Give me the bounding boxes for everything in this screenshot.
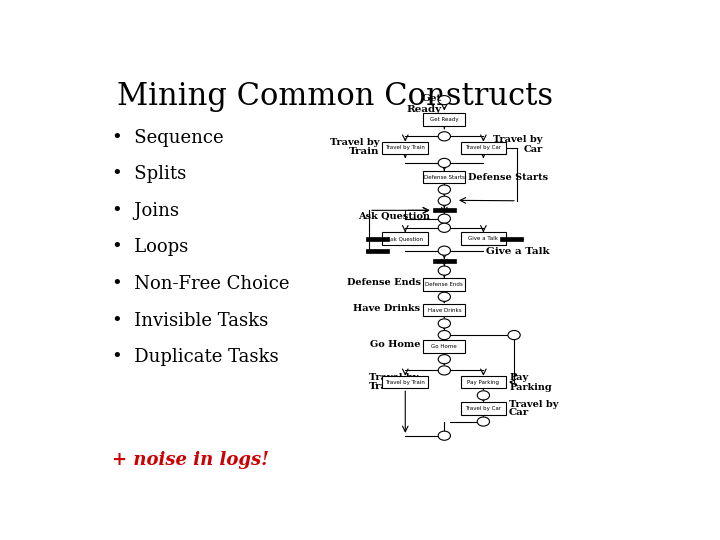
Text: Go Home: Go Home: [370, 340, 420, 349]
FancyBboxPatch shape: [423, 278, 465, 291]
Text: Pay Parking: Pay Parking: [467, 380, 500, 384]
Circle shape: [508, 330, 521, 340]
FancyBboxPatch shape: [461, 232, 506, 245]
Text: Travel by: Travel by: [330, 138, 379, 147]
Bar: [433, 259, 456, 263]
Circle shape: [438, 132, 451, 141]
Text: Car: Car: [509, 408, 529, 417]
Bar: [366, 248, 389, 253]
Circle shape: [477, 417, 490, 426]
Text: Give a Talk: Give a Talk: [469, 236, 498, 241]
Text: Train: Train: [349, 147, 379, 156]
Circle shape: [438, 266, 451, 275]
Circle shape: [438, 330, 451, 340]
Text: Travel by Car: Travel by Car: [465, 406, 501, 411]
FancyBboxPatch shape: [423, 113, 465, 126]
FancyBboxPatch shape: [382, 232, 428, 245]
Text: Defense Starts: Defense Starts: [468, 173, 548, 181]
Circle shape: [438, 96, 451, 105]
Text: Defense Ends: Defense Ends: [346, 278, 420, 287]
FancyBboxPatch shape: [423, 304, 465, 316]
Text: Get Ready: Get Ready: [430, 117, 459, 122]
Circle shape: [438, 185, 451, 194]
Text: Have Drinks: Have Drinks: [354, 303, 420, 313]
Text: Give a Talk: Give a Talk: [486, 247, 550, 256]
Bar: [366, 237, 389, 241]
Text: •  Sequence: • Sequence: [112, 129, 224, 146]
Text: Have Drinks: Have Drinks: [428, 308, 461, 313]
Bar: [500, 237, 523, 241]
Circle shape: [438, 319, 451, 328]
Text: Travel by: Travel by: [509, 400, 559, 409]
Circle shape: [438, 223, 451, 232]
Text: Travel by: Travel by: [369, 373, 418, 382]
FancyBboxPatch shape: [382, 141, 428, 154]
Circle shape: [438, 158, 451, 167]
Circle shape: [438, 214, 451, 223]
FancyBboxPatch shape: [461, 141, 506, 154]
Circle shape: [438, 196, 451, 205]
Text: Defense Starts: Defense Starts: [424, 174, 465, 180]
Circle shape: [438, 246, 451, 255]
Text: Pay: Pay: [509, 373, 528, 382]
Text: Defense Ends: Defense Ends: [426, 282, 463, 287]
Text: Travel by Train: Travel by Train: [385, 145, 426, 151]
Text: •  Non-Free Choice: • Non-Free Choice: [112, 275, 290, 293]
Text: Ask Question: Ask Question: [387, 236, 423, 241]
FancyBboxPatch shape: [461, 376, 506, 388]
FancyBboxPatch shape: [382, 376, 428, 388]
Text: Mining Common Constructs: Mining Common Constructs: [117, 82, 554, 112]
Circle shape: [438, 292, 451, 301]
Text: Get
Ready: Get Ready: [406, 94, 441, 113]
Text: Ask Question: Ask Question: [358, 212, 430, 221]
Bar: [433, 208, 456, 212]
FancyBboxPatch shape: [423, 171, 465, 183]
Text: •  Splits: • Splits: [112, 165, 186, 183]
Text: Travel by Train: Travel by Train: [385, 380, 426, 384]
Circle shape: [477, 391, 490, 400]
FancyBboxPatch shape: [423, 341, 465, 353]
Text: •  Invisible Tasks: • Invisible Tasks: [112, 312, 269, 329]
Circle shape: [438, 366, 451, 375]
Text: Train: Train: [369, 382, 400, 391]
Text: Parking: Parking: [509, 382, 552, 392]
Text: + noise in logs!: + noise in logs!: [112, 451, 269, 469]
Text: •  Loops: • Loops: [112, 238, 189, 256]
Text: Travel by
Car: Travel by Car: [493, 135, 543, 154]
Circle shape: [438, 431, 451, 440]
Text: Go Home: Go Home: [431, 344, 457, 349]
Circle shape: [438, 355, 451, 364]
Text: •  Joins: • Joins: [112, 202, 179, 220]
FancyBboxPatch shape: [461, 402, 506, 415]
Text: Travel by Car: Travel by Car: [465, 145, 501, 151]
Text: •  Duplicate Tasks: • Duplicate Tasks: [112, 348, 279, 366]
